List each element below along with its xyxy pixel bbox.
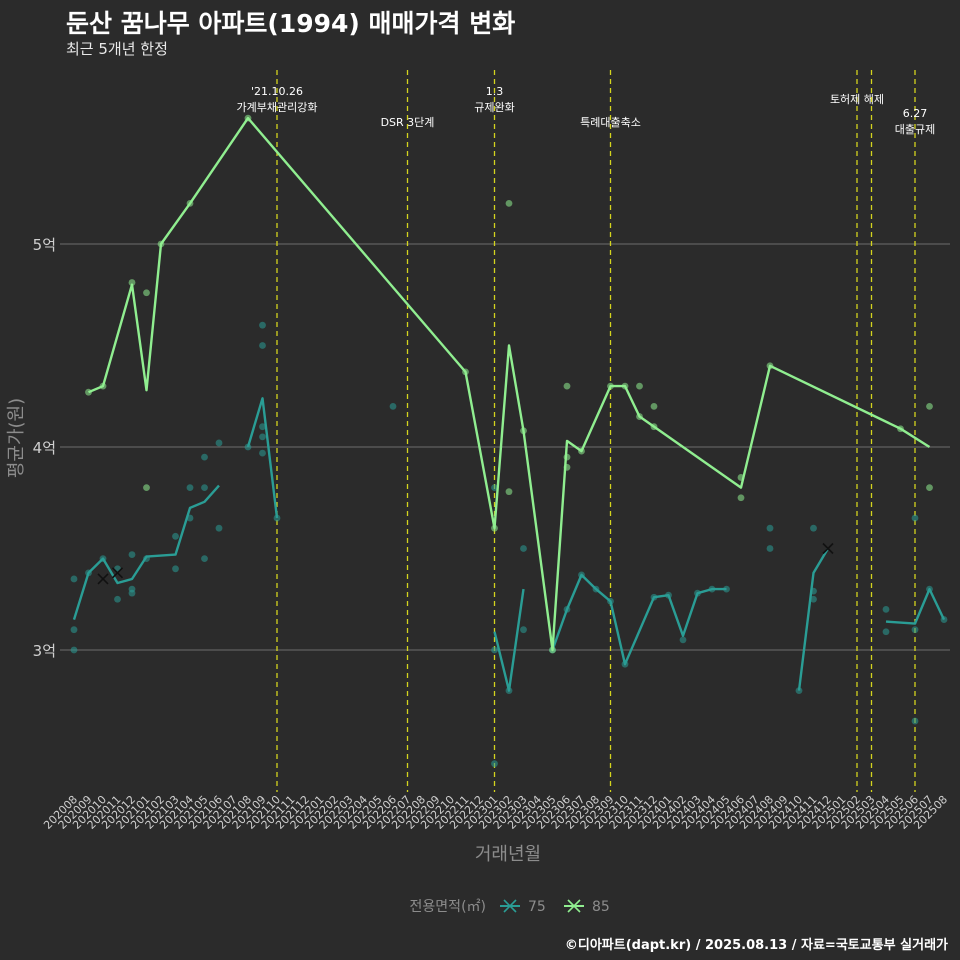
point-75 — [911, 626, 919, 634]
cross-stroke — [822, 542, 834, 555]
point-75 — [810, 595, 817, 603]
point-75 — [259, 321, 266, 329]
legend-title: 전용면적(㎡) — [410, 899, 486, 915]
point-75 — [114, 595, 121, 603]
event-label: 규제완화 — [474, 101, 514, 114]
cross-stroke — [111, 567, 124, 579]
point-75 — [128, 589, 136, 597]
point-85 — [563, 382, 571, 390]
point-85 — [926, 403, 933, 410]
point-75 — [259, 342, 266, 349]
point-75 — [70, 646, 78, 654]
line-75 — [246, 397, 279, 519]
point-75 — [882, 606, 890, 613]
point-85 — [926, 484, 933, 491]
line-75 — [493, 588, 525, 692]
line-85 — [88, 116, 931, 652]
event-label: DSR 3단계 — [381, 116, 435, 129]
point-75 — [128, 551, 136, 558]
point-75 — [186, 484, 194, 491]
point-85 — [143, 289, 150, 297]
point-75 — [172, 532, 179, 540]
cross-marker-75 — [97, 573, 109, 585]
series-75 — [70, 321, 948, 768]
point-75 — [520, 626, 527, 634]
chart-subtitle: 최근 5개년 한정 — [66, 40, 168, 58]
legend-key-cross — [503, 899, 517, 913]
legend-key-75 — [500, 899, 520, 913]
series-85 — [85, 114, 933, 654]
point-75 — [259, 433, 266, 441]
event-label: '21.10.26 — [251, 85, 303, 98]
event-label: 가계부채관리강화 — [237, 101, 318, 114]
x-axis-title: 거래년월 — [475, 844, 541, 865]
event-label: 특례대출축소 — [580, 116, 641, 129]
point-85 — [143, 484, 150, 491]
point-75 — [201, 484, 208, 491]
legend-label-75: 75 — [528, 899, 546, 915]
point-85 — [128, 279, 136, 286]
point-75 — [201, 453, 208, 461]
event-label: 토허제 해제 — [830, 92, 884, 106]
point-75 — [259, 449, 266, 457]
point-75 — [810, 524, 817, 532]
point-75 — [911, 514, 919, 522]
point-75 — [679, 636, 687, 644]
event-label: 대출규제 — [895, 123, 935, 136]
gridlines — [60, 243, 950, 651]
point-75 — [911, 717, 919, 725]
point-85 — [737, 494, 745, 502]
point-85 — [505, 200, 513, 207]
line-75 — [72, 484, 220, 620]
point-75 — [215, 524, 223, 532]
chart-title: 둔산 꿈나무 아파트(1994) 매매가격 변화 — [66, 9, 516, 38]
cross-marker-75 — [822, 542, 834, 555]
event-label: 1.3 — [486, 85, 504, 98]
point-75 — [389, 403, 397, 410]
point-75 — [520, 545, 527, 552]
legend-key-85 — [564, 899, 584, 913]
legend-key-cross — [567, 899, 581, 913]
x-axis-ticks: 2020082020092020102020112020122021012021… — [41, 793, 950, 832]
point-75 — [201, 555, 208, 563]
cross-stroke — [97, 573, 109, 585]
y-tick-label: 3억 — [33, 642, 56, 660]
y-axis-ticks: 3억 4억 5억 — [33, 236, 56, 660]
y-tick-label: 4억 — [33, 439, 56, 457]
point-75 — [70, 575, 78, 583]
legend-label-85: 85 — [592, 899, 610, 915]
legend: 전용면적(㎡) 75 85 — [410, 899, 610, 915]
point-75 — [882, 628, 890, 636]
series-layer — [70, 114, 948, 768]
line-75 — [551, 573, 727, 666]
point-75 — [273, 514, 281, 522]
point-75 — [491, 760, 498, 768]
point-75 — [491, 646, 498, 654]
point-75 — [215, 439, 223, 447]
point-85 — [505, 488, 513, 496]
point-75 — [259, 423, 266, 431]
point-85 — [650, 403, 658, 410]
point-85 — [636, 382, 643, 390]
source-caption: ©디아파트(dapt.kr) / 2025.08.13 / 자료=국토교통부 실… — [564, 938, 948, 953]
point-75 — [491, 484, 498, 491]
y-tick-label: 5억 — [33, 236, 56, 254]
event-label: 6.27 — [903, 107, 928, 120]
point-75 — [172, 565, 179, 573]
cross-marker-75 — [111, 567, 124, 579]
point-75 — [766, 545, 774, 552]
point-75 — [766, 524, 774, 532]
line-75 — [797, 547, 830, 691]
y-axis-title: 평균가(원) — [6, 398, 27, 478]
line-75 — [885, 587, 946, 625]
point-75 — [70, 626, 78, 634]
